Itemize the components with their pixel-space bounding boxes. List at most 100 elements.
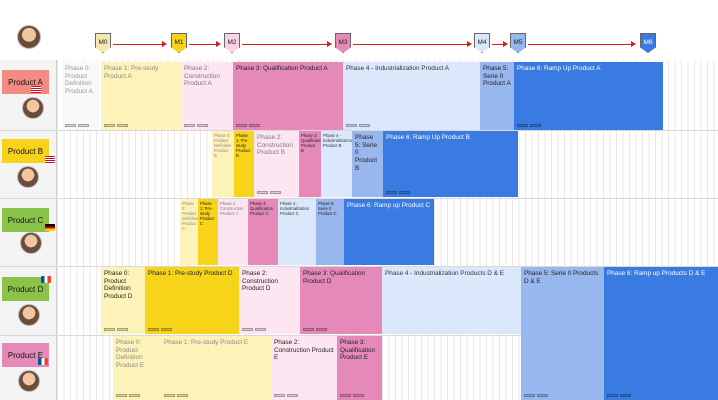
phase-d-6[interactable]: Phase 6: Ramp up Products D & E bbox=[604, 267, 718, 400]
phase-a-1-label: Phase 1: Pre-study Product A bbox=[104, 65, 159, 80]
phase-b-2-label: Phase 2: Construction Product B bbox=[257, 134, 293, 157]
arrow-icon bbox=[467, 41, 472, 47]
phase-c-1[interactable]: Phase 1: Pre-study Product C bbox=[198, 199, 218, 265]
phase-b-5[interactable]: Phase 5: Serie 0 Product B bbox=[352, 131, 383, 197]
arrow-icon bbox=[631, 41, 636, 47]
phase-d-5-label: Phase 5: Serie 0 Products D & E bbox=[524, 270, 599, 285]
phase-c-3[interactable]: Phase 3: Qualification Product C bbox=[248, 199, 278, 265]
phase-b-0[interactable]: Phase 0: Product Definition Product B bbox=[212, 131, 234, 197]
phase-c-6[interactable]: Phase 6: Ramp up Product C bbox=[344, 199, 434, 265]
product-e-owner-avatar bbox=[18, 370, 40, 392]
milestone-m1-label: M1 bbox=[174, 39, 184, 46]
phase-actions bbox=[340, 394, 364, 397]
product-d-name: Product D bbox=[7, 284, 44, 294]
phase-e-1-label: Phase 1: Pre-study Product E bbox=[164, 339, 249, 346]
milestone-m3-label: M3 bbox=[338, 39, 348, 46]
phase-b-1[interactable]: Phase 1: Pre-study Product B bbox=[234, 131, 254, 197]
milestone-connector bbox=[528, 44, 632, 45]
phase-actions bbox=[303, 328, 327, 331]
milestone-m4[interactable]: M4 bbox=[474, 33, 490, 53]
phase-a-4[interactable]: Phase 4 - Industrialization Product A bbox=[343, 62, 480, 130]
phase-a-2[interactable]: Phase 2: Construction Product A bbox=[181, 62, 233, 130]
phase-d-3-label: Phase 3: Qualification Product D bbox=[303, 270, 366, 285]
row-divider bbox=[0, 130, 718, 131]
phase-e-2[interactable]: Phase 2: Construction Product E bbox=[271, 336, 337, 400]
phase-actions bbox=[236, 124, 260, 127]
product-c-owner-avatar bbox=[20, 232, 42, 254]
phase-actions bbox=[386, 191, 410, 194]
phase-c-4[interactable]: Phase 4 - Industrialization Product C bbox=[278, 199, 316, 265]
row-divider bbox=[0, 198, 718, 199]
phase-a-4-label: Phase 4 - Industrialization Product A bbox=[346, 65, 450, 72]
phase-c-0[interactable]: Phase 0: Product Definition Product C bbox=[180, 199, 198, 265]
milestone-m4-label: M4 bbox=[477, 39, 487, 46]
phase-c-2-label: Phase 2 Construction Product C bbox=[220, 201, 244, 217]
phase-c-5[interactable]: Phase 5: Serie 0 Product C bbox=[316, 199, 344, 265]
phase-actions bbox=[184, 124, 208, 127]
phase-d-0-label: Phase 0: Product Definition Product D bbox=[104, 270, 133, 301]
phase-b-3[interactable]: Phase 3: Qualification Product B bbox=[299, 131, 321, 197]
phase-e-1[interactable]: Phase 1: Pre-study Product E bbox=[161, 336, 271, 400]
phase-b-2[interactable]: Phase 2: Construction Product B bbox=[254, 131, 299, 197]
product-c-label[interactable]: Product C bbox=[2, 208, 49, 232]
milestone-m2[interactable]: M2 bbox=[224, 33, 240, 53]
milestone-m5[interactable]: M5 bbox=[510, 33, 526, 53]
milestone-m0-label: M0 bbox=[98, 39, 108, 46]
product-a-label[interactable]: Product A bbox=[2, 70, 49, 94]
milestone-m2-label: M2 bbox=[227, 39, 237, 46]
phase-e-2-label: Phase 2: Construction Product E bbox=[274, 339, 334, 362]
phase-b-5-label: Phase 5: Serie 0 Product B bbox=[355, 134, 378, 172]
phase-e-0[interactable]: Phase 0: Product Definition Product E bbox=[113, 336, 161, 400]
product-d-owner-avatar bbox=[18, 304, 40, 326]
phase-d-2[interactable]: Phase 2: Construction Product D bbox=[239, 267, 300, 334]
phase-b-6[interactable]: Phase 6: Ramp Up Product B bbox=[383, 131, 518, 197]
milestone-m5-label: M5 bbox=[513, 39, 523, 46]
phase-c-2[interactable]: Phase 2 Construction Product C bbox=[218, 199, 248, 265]
phase-b-4[interactable]: Phase 4 - Industrialization Product B bbox=[321, 131, 352, 197]
phase-e-3-label: Phase 3: Qualification Product E bbox=[340, 339, 376, 362]
product-d-label[interactable]: Product D bbox=[2, 277, 49, 301]
product-c-name: Product C bbox=[7, 215, 44, 225]
phase-d-1[interactable]: Phase 1: Pre-study Product D bbox=[145, 267, 239, 334]
milestone-m3[interactable]: M3 bbox=[335, 33, 351, 53]
milestone-connector bbox=[492, 44, 504, 45]
phase-actions bbox=[116, 394, 140, 397]
product-b-label[interactable]: Product B bbox=[2, 139, 49, 163]
manager-avatar bbox=[17, 25, 41, 49]
phase-a-0[interactable]: Phase 0: Product Definition Product A bbox=[62, 62, 100, 130]
phase-a-6-label: Phase 6: Ramp Up Product A bbox=[517, 65, 601, 72]
phase-e-3[interactable]: Phase 3: Qualification Product E bbox=[337, 336, 382, 400]
phase-actions bbox=[242, 328, 266, 331]
phase-actions bbox=[607, 394, 631, 397]
phase-actions bbox=[346, 124, 370, 127]
phase-c-5-label: Phase 5: Serie 0 Product C bbox=[318, 201, 337, 217]
phase-d-3[interactable]: Phase 3: Qualification Product D bbox=[300, 267, 382, 334]
phase-a-5[interactable]: Phase 5: Serie 0 Product A bbox=[480, 62, 514, 130]
phase-b-4-label: Phase 4 - Industrialization Product B bbox=[323, 133, 352, 149]
phase-d-5[interactable]: Phase 5: Serie 0 Products D & E bbox=[521, 267, 604, 400]
phase-d-4[interactable]: Phase 4 - Industrialization Products D &… bbox=[382, 267, 521, 334]
de-flag-icon bbox=[45, 224, 55, 231]
phase-d-0[interactable]: Phase 0: Product Definition Product D bbox=[101, 267, 145, 334]
phase-actions bbox=[524, 394, 548, 397]
fr-flag-icon bbox=[41, 276, 51, 283]
phase-actions bbox=[257, 191, 281, 194]
phase-d-1-label: Phase 1: Pre-study Product D bbox=[148, 270, 233, 277]
milestone-m1[interactable]: M1 bbox=[171, 33, 187, 53]
phase-d-4-label: Phase 4 - Industrialization Products D &… bbox=[385, 270, 504, 277]
milestone-m0[interactable]: M0 bbox=[95, 33, 111, 53]
phase-a-3[interactable]: Phase 3: Qualification Product A bbox=[233, 62, 343, 130]
product-e-name: Product E bbox=[7, 350, 44, 360]
product-b-name: Product B bbox=[7, 146, 44, 156]
phase-actions bbox=[65, 124, 89, 127]
phase-a-6[interactable]: Phase 6: Ramp Up Product A bbox=[514, 62, 663, 130]
arrow-icon bbox=[327, 41, 332, 47]
phase-d-2-label: Phase 2: Construction Product D bbox=[242, 270, 278, 293]
phase-e-0-label: Phase 0: Product Definition Product E bbox=[116, 339, 145, 370]
milestone-connector bbox=[189, 44, 217, 45]
phase-a-1[interactable]: Phase 1: Pre-study Product A bbox=[101, 62, 181, 130]
arrow-icon bbox=[162, 41, 167, 47]
arrow-icon bbox=[216, 41, 221, 47]
milestone-m6[interactable]: M6 bbox=[640, 33, 656, 53]
product-a-name: Product A bbox=[8, 77, 43, 87]
